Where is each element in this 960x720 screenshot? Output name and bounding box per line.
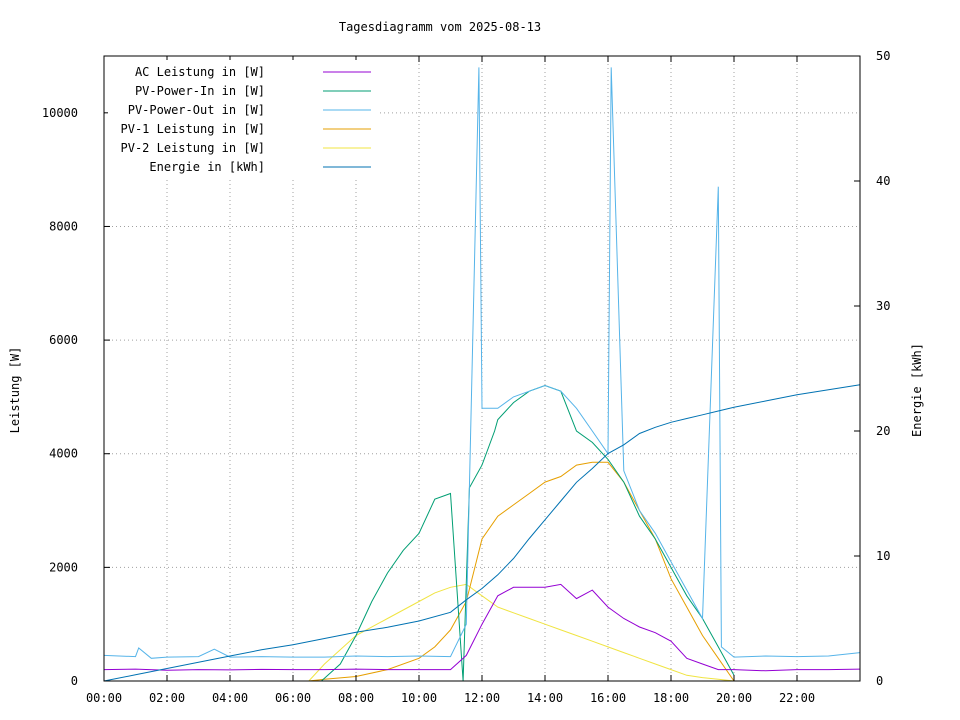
legend-label: PV-1 Leistung in [W] [121,122,266,136]
y-tick-label: 6000 [49,333,78,347]
y-tick-label: 2000 [49,560,78,574]
legend-label: PV-Power-In in [W] [135,84,265,98]
x-tick-label: 08:00 [338,691,374,705]
series-line-pv-power-out-in-w [103,67,861,659]
y-tick-label: 8000 [49,219,78,233]
x-tick-label: 04:00 [212,691,248,705]
y2-axis-title: Energie [kWh] [910,343,924,437]
x-tick-label: 00:00 [86,691,122,705]
x-tick-label: 06:00 [275,691,311,705]
y2-tick-label: 30 [876,299,890,313]
y-axis-left: 0 2000 4000 6000 8000 10000 [42,106,78,688]
plot-area [103,67,861,682]
legend-background [108,60,380,178]
legend-label: AC Leistung in [W] [135,65,265,79]
y2-tick-label: 0 [876,674,883,688]
chart-title: Tagesdiagramm vom 2025-08-13 [339,20,541,34]
series-line-pv-power-in-in-w [321,384,735,682]
series-line-pv-2-leistung-in-w [308,583,735,682]
x-tick-label: 10:00 [401,691,437,705]
x-tick-label: 20:00 [716,691,752,705]
x-tick-label: 02:00 [149,691,185,705]
y-tick-label: 4000 [49,447,78,461]
y-axis-title: Leistung [W] [8,347,22,434]
y-tick-label: 10000 [42,106,78,120]
y2-tick-label: 40 [876,174,890,188]
legend-label: PV-Power-Out in [W] [128,103,265,117]
axis-ticks [103,55,860,682]
y-tick-label: 0 [71,674,78,688]
legend-label: PV-2 Leistung in [W] [121,141,266,155]
x-tick-label: 16:00 [590,691,626,705]
x-tick-label: 22:00 [779,691,815,705]
series-line-pv-1-leistung-in-w [308,461,735,682]
y2-tick-label: 50 [876,49,890,63]
legend: AC Leistung in [W] PV-Power-In in [W] PV-P… [108,60,380,178]
y2-tick-label: 20 [876,424,890,438]
x-tick-label: 18:00 [653,691,689,705]
series-line-ac-leistung-in-w [103,583,861,672]
x-tick-label: 12:00 [464,691,500,705]
series-line-energie-in-kwh [103,384,861,682]
legend-label: Energie in [kWh] [149,160,265,174]
x-tick-label: 14:00 [527,691,563,705]
y-axis-right: 0 10 20 30 40 50 [876,49,890,688]
x-axis: 00:00 02:00 04:00 06:00 08:00 10:00 12:00 14:00… [86,691,815,705]
y2-tick-label: 10 [876,549,890,563]
